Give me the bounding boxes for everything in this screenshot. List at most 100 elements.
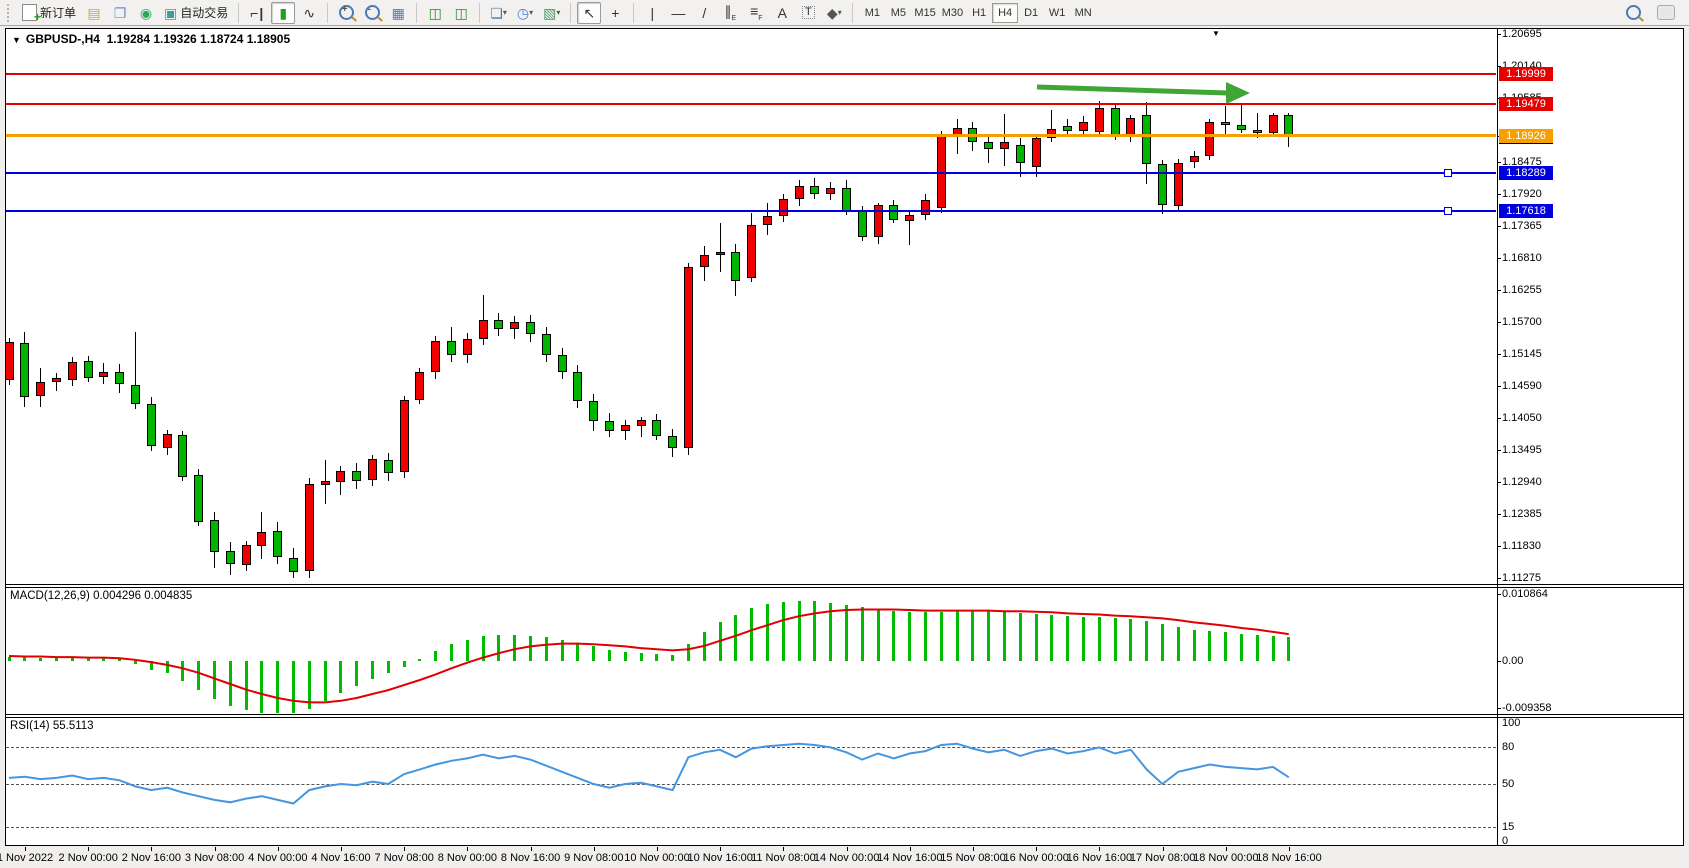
timeframe-button-MN[interactable]: MN <box>1074 6 1092 19</box>
toolbar: + 新订单 ▤ ❐ ◉ ▣ 自动交易 ⌐| ▮ ∿ + - ▦ ◫ ◫ ❏ ▾ ◷… <box>0 0 1689 26</box>
timeframe-button-M15[interactable]: M15 <box>914 6 936 19</box>
zoom-out-button[interactable]: - <box>360 2 384 24</box>
timeframe-button-D1[interactable]: D1 <box>1024 6 1039 19</box>
market-watch-icon: ❐ <box>113 4 127 21</box>
price-axis-tick: 1.11830 <box>1502 539 1541 552</box>
template-button[interactable]: ▧ ▾ <box>543 4 561 21</box>
indicator-add-icon: ◫ <box>428 4 442 21</box>
text-label-tool-button[interactable]: T <box>796 2 820 24</box>
new-chart-button[interactable]: ❏ ▾ <box>490 4 507 21</box>
macd-histogram-bar <box>39 657 43 661</box>
search-button[interactable] <box>1621 2 1645 24</box>
vertical-line-tool-button[interactable]: | <box>640 2 664 24</box>
candlestick-icon: ▮ <box>279 4 288 21</box>
cursor-tool-button[interactable]: ↖ <box>577 1 602 24</box>
macd-histogram-bar <box>307 661 311 709</box>
macd-histogram-bar <box>797 600 801 661</box>
new-chart-icon: ❏ <box>490 4 503 21</box>
time-tick-dash <box>1225 847 1227 851</box>
panel-separator[interactable] <box>5 714 1684 715</box>
chart-shift-marker-icon[interactable]: ▼ <box>1212 29 1220 38</box>
timeframe-button-M5[interactable]: M5 <box>890 6 906 19</box>
price-axis-tick: 1.16810 <box>1502 252 1542 265</box>
chart-window[interactable] <box>5 28 1684 846</box>
time-tick-dash <box>1099 847 1101 851</box>
panel-separator[interactable] <box>5 587 1684 588</box>
price-axis-tick: 1.15145 <box>1502 348 1542 361</box>
time-axis-label: 14 Nov 16:00 <box>877 852 943 864</box>
price-axis-tick: 1.11275 <box>1502 571 1541 584</box>
candle <box>873 204 883 237</box>
period-button[interactable]: ◷ ▾ <box>516 4 534 21</box>
macd-histogram-bar <box>908 611 912 661</box>
candle-wick <box>1003 113 1005 166</box>
chart-title[interactable]: ▼ GBPUSD-,H4 1.19284 1.19326 1.18724 1.18… <box>12 32 290 46</box>
time-tick-dash <box>341 847 342 851</box>
text-tool-button[interactable]: A <box>770 2 794 24</box>
trendline-tool-button[interactable]: / <box>692 2 716 24</box>
horizontal-line-tool-button[interactable]: — <box>666 2 690 24</box>
candle <box>794 185 804 200</box>
price-axis-tick: 1.16255 <box>1502 284 1542 297</box>
candle <box>67 362 77 380</box>
candle <box>241 544 251 565</box>
timeframe-button-M1[interactable]: M1 <box>864 6 880 19</box>
price-tick-dash <box>1497 417 1501 419</box>
time-axis-label: 7 Nov 08:00 <box>374 852 434 864</box>
new-order-button[interactable]: + 新订单 <box>18 2 80 24</box>
market-watch-button[interactable]: ❐ <box>108 2 132 24</box>
channel-tool-button[interactable]: ∥E <box>718 2 742 24</box>
arrows-tool-button[interactable]: ◆ ▾ <box>826 4 842 21</box>
indicator-remove-button[interactable]: ◫ <box>449 2 473 24</box>
zoom-out-icon: - <box>364 4 380 20</box>
candle <box>1063 125 1073 131</box>
indicator-window-button[interactable]: ◫ <box>423 2 447 24</box>
toolbar-grip[interactable] <box>7 3 13 22</box>
price-tick-dash <box>1497 449 1501 451</box>
timeframe-button-H4[interactable]: H4 <box>992 2 1019 23</box>
macd-histogram-bar <box>1050 615 1054 661</box>
panel-separator[interactable] <box>5 717 1684 718</box>
candle <box>604 421 614 432</box>
line-chart-button[interactable]: ∿ <box>297 2 321 24</box>
auto-trading-button[interactable]: ▣ 自动交易 <box>160 2 232 24</box>
resistance-line-2[interactable] <box>6 102 1496 105</box>
support-line-1[interactable] <box>6 171 1496 174</box>
time-axis-label: 17 Nov 08:00 <box>1129 852 1196 864</box>
notifications-button[interactable]: 1 <box>1653 2 1679 24</box>
timeframe-button-H1[interactable]: H1 <box>972 6 987 19</box>
candlestick-chart-button[interactable]: ▮ <box>271 1 296 24</box>
tile-windows-button[interactable]: ▦ <box>386 2 410 24</box>
support-line-2[interactable] <box>6 210 1496 213</box>
search-icon <box>1625 5 1641 20</box>
panel-separator[interactable] <box>5 584 1684 585</box>
timeframe-button-M30[interactable]: M30 <box>941 6 964 19</box>
rsi-axis-tick: 15 <box>1502 820 1515 833</box>
candle <box>257 532 267 546</box>
crosshair-tool-button[interactable]: + <box>603 2 627 24</box>
candle <box>652 419 662 437</box>
macd-axis-dash <box>1497 594 1501 595</box>
zoom-in-button[interactable]: + <box>334 2 358 24</box>
macd-histogram-bar <box>987 611 991 661</box>
time-tick-dash <box>25 847 26 851</box>
time-axis-label: 15 Nov 08:00 <box>940 852 1006 864</box>
candle <box>683 267 693 448</box>
rsi-level-line-15 <box>6 826 1496 828</box>
signals-button[interactable]: ◉ <box>134 2 158 24</box>
macd-histogram-bar <box>1097 617 1101 661</box>
rsi-axis-tick: 0 <box>1502 835 1509 847</box>
bar-chart-button[interactable]: ⌐| <box>245 2 269 24</box>
timeframe-button-W1[interactable]: W1 <box>1048 6 1066 19</box>
price-badge-1.18289: 1.18289 <box>1499 165 1553 180</box>
price-axis-tick: 1.18475 <box>1502 155 1542 168</box>
macd-histogram-bar <box>576 643 580 661</box>
quotes-button[interactable]: ▤ <box>82 2 106 24</box>
support-line-1-handle[interactable] <box>1444 168 1452 177</box>
fibonacci-tool-button[interactable]: ≡F <box>744 2 768 24</box>
support-line-2-handle[interactable] <box>1444 207 1452 216</box>
price-tick-dash <box>1497 545 1501 547</box>
pivot-line[interactable] <box>6 134 1496 138</box>
resistance-line-1[interactable] <box>6 72 1496 75</box>
